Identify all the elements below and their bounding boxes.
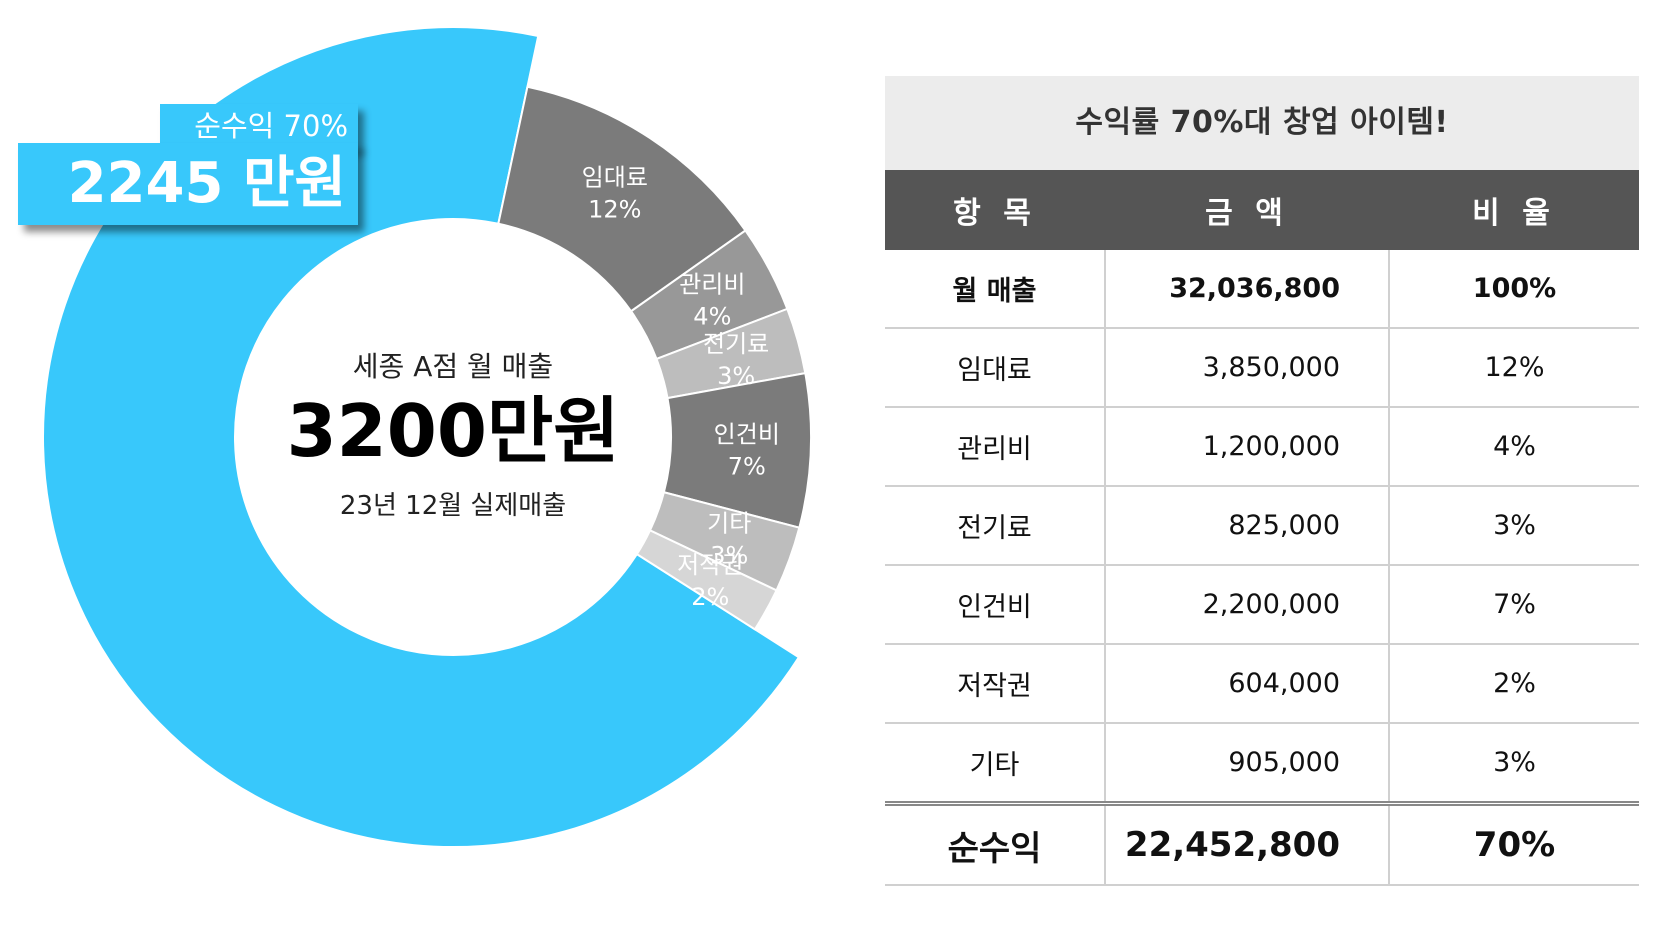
center-note: 23년 12월 실제매출 (340, 491, 566, 521)
total-ratio: 70% (1388, 801, 1639, 886)
table-row: 인건비 2,200,000 7% (885, 565, 1639, 645)
header-ratio: 비 율 (1389, 170, 1639, 250)
slice-label: 관리비 (679, 271, 745, 299)
table-row: 월 매출 32,036,800 100% (885, 250, 1639, 329)
row-item: 전기료 (885, 486, 1105, 566)
header-amount: 금 액 (1105, 170, 1389, 250)
row-ratio: 3% (1388, 486, 1639, 566)
row-ratio: 2% (1388, 644, 1639, 724)
table-row: 관리비 1,200,000 4% (885, 407, 1639, 487)
slice-value-label: 7% (728, 452, 766, 480)
table-row: 저작권 604,000 2% (885, 644, 1639, 724)
table-row: 기타 905,000 3% (885, 723, 1639, 805)
revenue-table-panel: 수익률 70%대 창업 아이템! 항 목 금 액 비 율 월 매출 32,036… (885, 76, 1639, 886)
row-amount: 2,200,000 (1104, 565, 1389, 645)
donut-hole (235, 219, 671, 655)
slice-value-label: 4% (693, 303, 731, 331)
revenue-table: 항 목 금 액 비 율 월 매출 32,036,800 100% 임대료 3,8… (885, 170, 1639, 886)
table-row: 전기료 825,000 3% (885, 486, 1639, 566)
donut-slices (42, 26, 812, 848)
row-amount: 604,000 (1104, 644, 1389, 724)
row-item: 인건비 (885, 565, 1105, 645)
total-item: 순수익 (885, 801, 1105, 886)
slice-label: 임대료 (582, 164, 648, 192)
slice-value-label: 2% (691, 583, 729, 611)
row-amount: 3,850,000 (1104, 328, 1389, 408)
row-item: 저작권 (885, 644, 1105, 724)
row-ratio: 3% (1388, 723, 1639, 805)
row-amount: 905,000 (1104, 723, 1389, 805)
table-header-row: 항 목 금 액 비 율 (885, 170, 1639, 250)
row-amount: 1,200,000 (1104, 407, 1389, 487)
row-amount: 32,036,800 (1104, 250, 1389, 329)
slice-label: 저작권 (677, 551, 743, 579)
row-amount: 825,000 (1104, 486, 1389, 566)
table-row: 임대료 3,850,000 12% (885, 328, 1639, 408)
slice-label: 전기료 (703, 330, 769, 358)
slice-value-label: 12% (588, 196, 641, 224)
row-ratio: 100% (1388, 250, 1639, 329)
slice-label: 기타 (707, 510, 751, 538)
profit-amount-callout: 2245 만원 (18, 143, 358, 225)
slice-label: 인건비 (714, 420, 780, 448)
table-total-row: 순수익 22,452,800 70% (885, 801, 1639, 886)
row-ratio: 7% (1388, 565, 1639, 645)
center-value: 3200만원 (287, 389, 620, 473)
slice-value-label: 3% (717, 362, 755, 390)
total-amount: 22,452,800 (1104, 801, 1389, 886)
profit-ratio-callout: 순수익 70% (160, 104, 358, 148)
row-item: 관리비 (885, 407, 1105, 487)
center-title: 세종 A점 월 매출 (353, 350, 553, 383)
row-item: 기타 (885, 723, 1105, 805)
row-item: 임대료 (885, 328, 1105, 408)
header-item: 항 목 (885, 170, 1105, 250)
row-ratio: 4% (1388, 407, 1639, 487)
row-ratio: 12% (1388, 328, 1639, 408)
table-title: 수익률 70%대 창업 아이템! (885, 76, 1639, 170)
slice-value-label: 3% (710, 542, 748, 570)
row-item: 월 매출 (885, 250, 1105, 329)
